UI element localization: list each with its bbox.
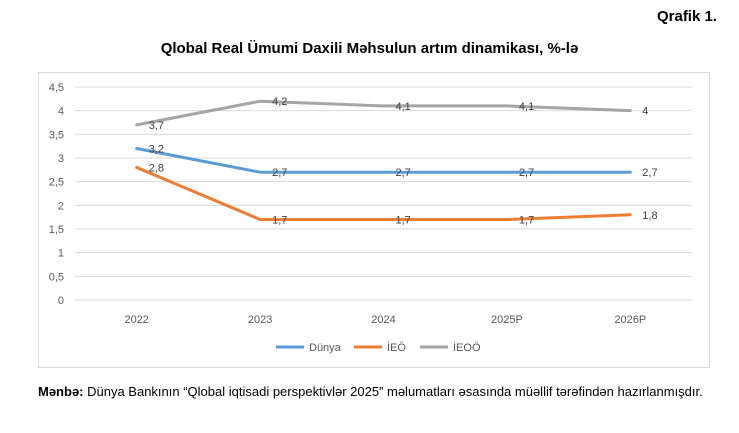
x-tick-label: 2022 <box>124 314 148 326</box>
x-tick-label: 2023 <box>248 314 272 326</box>
source-text: Dünya Bankının “Qlobal iqtisadi perspekt… <box>83 384 703 399</box>
y-tick-label: 3 <box>58 153 64 165</box>
data-label: 4,1 <box>519 101 534 113</box>
y-tick-label: 4,5 <box>49 82 64 94</box>
y-tick-label: 1 <box>58 248 64 260</box>
series-line <box>135 147 632 174</box>
chart-title: Qlobal Real Ümumi Daxili Məhsulun artım … <box>160 40 579 57</box>
data-label: 1,7 <box>272 215 287 227</box>
y-tick-label: 0 <box>58 295 64 307</box>
y-tick-label: 4 <box>58 106 64 118</box>
data-label: 2,7 <box>272 167 287 179</box>
source-prefix: Mənbə: <box>38 384 84 399</box>
data-label: 1,7 <box>396 215 411 227</box>
y-tick-label: 2 <box>58 200 64 212</box>
figure-label: Qrafik 1. <box>656 8 717 25</box>
legend-label: Dünya <box>309 342 342 354</box>
data-label: 2,7 <box>642 167 657 179</box>
source-note: Mənbə: Dünya Bankının “Qlobal iqtisadi p… <box>38 382 718 401</box>
data-label: 4,1 <box>396 101 411 113</box>
data-label: 1,7 <box>519 215 534 227</box>
y-tick-label: 0,5 <box>49 271 64 283</box>
series-line <box>135 165 632 222</box>
data-label: 4 <box>642 106 648 118</box>
data-label: 3,2 <box>149 144 164 156</box>
data-label: 2,7 <box>396 167 411 179</box>
data-label: 4,2 <box>272 96 287 108</box>
series-line <box>135 99 632 127</box>
data-label: 2,7 <box>519 167 534 179</box>
y-tick-label: 1,5 <box>49 224 64 236</box>
legend-label: İEOÖ <box>453 341 481 354</box>
x-tick-label: 2025P <box>491 314 523 326</box>
y-tick-label: 3,5 <box>49 129 64 141</box>
x-tick-label: 2024 <box>371 314 395 326</box>
x-tick-label: 2026P <box>614 314 646 326</box>
data-label: 1,8 <box>642 210 657 222</box>
data-label: 3,7 <box>149 120 164 132</box>
y-tick-label: 2,5 <box>49 177 64 189</box>
data-label: 2,8 <box>149 162 164 174</box>
legend-label: İEÖ <box>387 341 406 354</box>
